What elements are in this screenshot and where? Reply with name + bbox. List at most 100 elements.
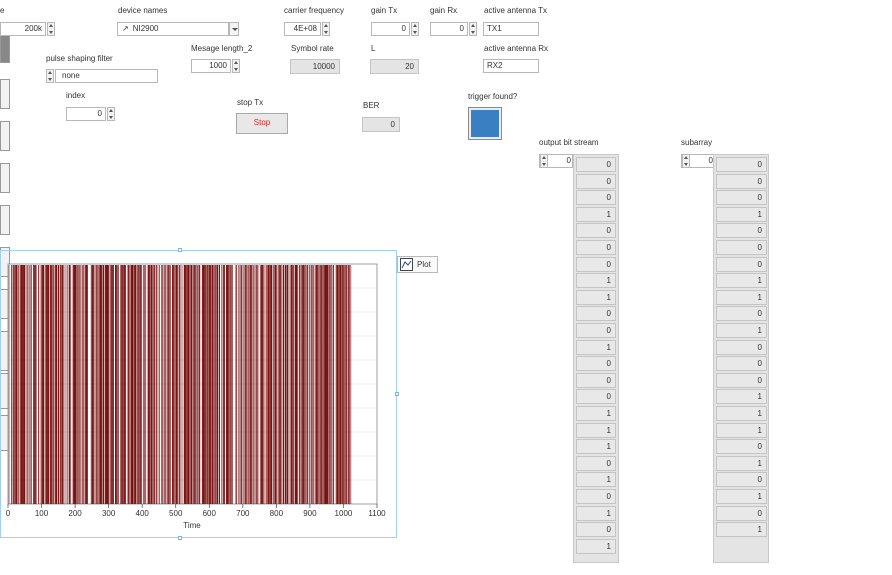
subarray-index-stepper[interactable] (682, 154, 690, 168)
bit-bar (96, 265, 97, 504)
bit-bar (163, 265, 165, 504)
bit-bar (336, 265, 339, 504)
bit-bar (231, 265, 232, 504)
output-bit-stream-index-stepper[interactable] (540, 154, 548, 168)
pulse-shaping-filter-stepper[interactable] (46, 69, 54, 83)
selection-handle-bottom[interactable] (178, 536, 182, 540)
array-cell: 0 (716, 157, 767, 172)
plot-legend-label: Plot (417, 260, 431, 269)
bit-bar (99, 265, 102, 504)
array-cell: 0 (576, 389, 616, 405)
active-antenna-tx-input[interactable]: TX1 (483, 22, 539, 36)
tools-palette[interactable] (0, 35, 10, 63)
bit-bar (306, 265, 308, 504)
array-cell: 0 (716, 306, 767, 322)
x-tick-label: 200 (68, 509, 82, 518)
iq-rate-input[interactable]: 200k (0, 22, 46, 36)
array-cell: 1 (576, 339, 616, 355)
iq-rate-stepper[interactable] (47, 22, 55, 36)
palette-tool-2[interactable] (0, 121, 10, 151)
selection-handle-top[interactable] (178, 248, 182, 252)
bit-bar (257, 265, 258, 504)
bit-bar (45, 265, 47, 504)
array-cell: 1 (576, 206, 616, 222)
array-cell: 0 (576, 190, 616, 206)
pulse-shaping-filter-input[interactable]: none (55, 69, 158, 83)
array-cell: 0 (576, 240, 616, 255)
index-input[interactable]: 0 (66, 107, 106, 121)
carrier-frequency-stepper[interactable] (322, 22, 330, 36)
array-cell: 0 (576, 522, 616, 538)
array-cell: 0 (576, 372, 616, 388)
bit-bar (190, 265, 193, 504)
bit-bar (323, 265, 325, 504)
subarray-index[interactable]: 0 (681, 154, 715, 168)
bit-bar (91, 265, 93, 504)
bit-bar (172, 265, 174, 504)
active-antenna-rx-input[interactable]: RX2 (483, 59, 539, 73)
bit-bar (80, 265, 82, 504)
bit-bar (185, 265, 187, 504)
bit-bar (290, 265, 292, 504)
message-length-input[interactable]: 1000 (191, 59, 231, 73)
device-names-dropdown-arrow[interactable] (229, 22, 239, 36)
bit-bar (294, 265, 298, 504)
bit-bar (150, 265, 153, 504)
selection-handle-right[interactable] (395, 392, 399, 396)
index-stepper[interactable] (107, 107, 115, 121)
bit-bar (20, 265, 23, 504)
carrier-frequency-input[interactable]: 4E+08 (284, 22, 321, 36)
bit-bar (338, 265, 340, 504)
bit-bar (160, 265, 162, 504)
bit-bar (345, 265, 346, 504)
bit-bar (329, 265, 331, 504)
x-tick-label: 100 (35, 509, 49, 518)
bit-bar (159, 265, 160, 504)
array-cell: 0 (716, 356, 767, 372)
array-cell: 1 (576, 439, 616, 455)
array-cell: 1 (576, 538, 616, 554)
bit-bar (293, 265, 294, 504)
stop-tx-button[interactable]: Stop (236, 113, 288, 134)
palette-tool-4[interactable] (0, 205, 10, 235)
bit-bar (134, 265, 137, 504)
bit-bar (284, 265, 287, 504)
bit-bar (112, 265, 114, 504)
array-cell: 1 (716, 206, 767, 222)
bit-bar (116, 265, 118, 504)
bit-bar (198, 265, 200, 504)
array-cell: 1 (716, 289, 767, 305)
gain-tx-stepper[interactable] (411, 22, 419, 36)
bit-bar (147, 265, 150, 504)
gain-tx-label: gain Tx (371, 6, 398, 15)
bit-bar (300, 265, 302, 504)
gain-rx-input[interactable]: 0 (430, 22, 468, 36)
symbol-rate-label: Symbol rate (291, 44, 334, 53)
bit-bar (42, 265, 45, 504)
message-length-stepper[interactable] (232, 59, 240, 73)
device-names-select[interactable]: ↗ NI2900 (117, 22, 229, 36)
bit-bar (214, 265, 216, 504)
x-tick-label: 0 (6, 509, 11, 518)
bit-bar (238, 265, 240, 504)
gain-tx-input[interactable]: 0 (371, 22, 410, 36)
array-cell: 1 (716, 323, 767, 338)
output-bit-stream-index[interactable]: 0 (539, 154, 573, 168)
bit-bar (292, 265, 293, 504)
bit-bar (206, 265, 208, 504)
bit-bar (186, 265, 188, 504)
palette-tool-3[interactable] (0, 163, 10, 193)
bit-bar (245, 265, 247, 504)
bit-bar (51, 265, 53, 504)
gain-rx-stepper[interactable] (469, 22, 477, 36)
array-cell: 0 (576, 223, 616, 239)
bit-bar (97, 265, 99, 504)
plot-legend[interactable]: Plot (397, 256, 438, 273)
bit-bar (282, 265, 285, 504)
x-tick-label: 300 (102, 509, 116, 518)
bit-bar (82, 265, 84, 504)
bit-bar (35, 265, 37, 504)
bit-bar (219, 265, 221, 504)
ber-indicator: 0 (362, 117, 400, 132)
palette-tool-1[interactable] (0, 79, 10, 109)
